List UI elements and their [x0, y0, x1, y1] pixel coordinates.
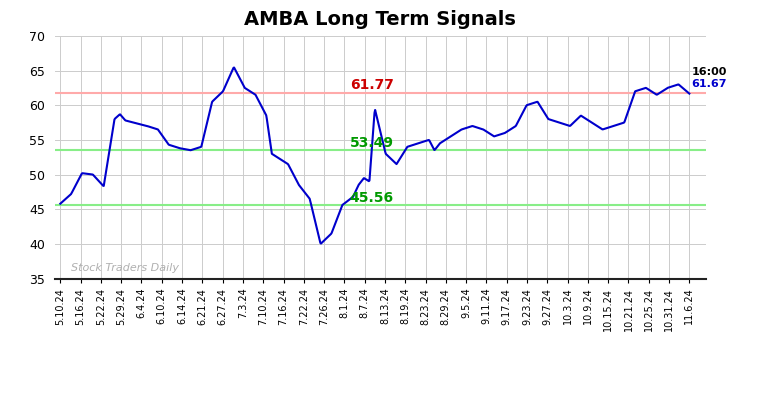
Text: Stock Traders Daily: Stock Traders Daily: [71, 263, 180, 273]
Title: AMBA Long Term Signals: AMBA Long Term Signals: [245, 10, 516, 29]
Text: 61.77: 61.77: [350, 78, 394, 92]
Text: 45.56: 45.56: [350, 191, 394, 205]
Text: 61.67: 61.67: [691, 79, 727, 90]
Text: 53.49: 53.49: [350, 136, 394, 150]
Text: 16:00: 16:00: [691, 67, 727, 77]
